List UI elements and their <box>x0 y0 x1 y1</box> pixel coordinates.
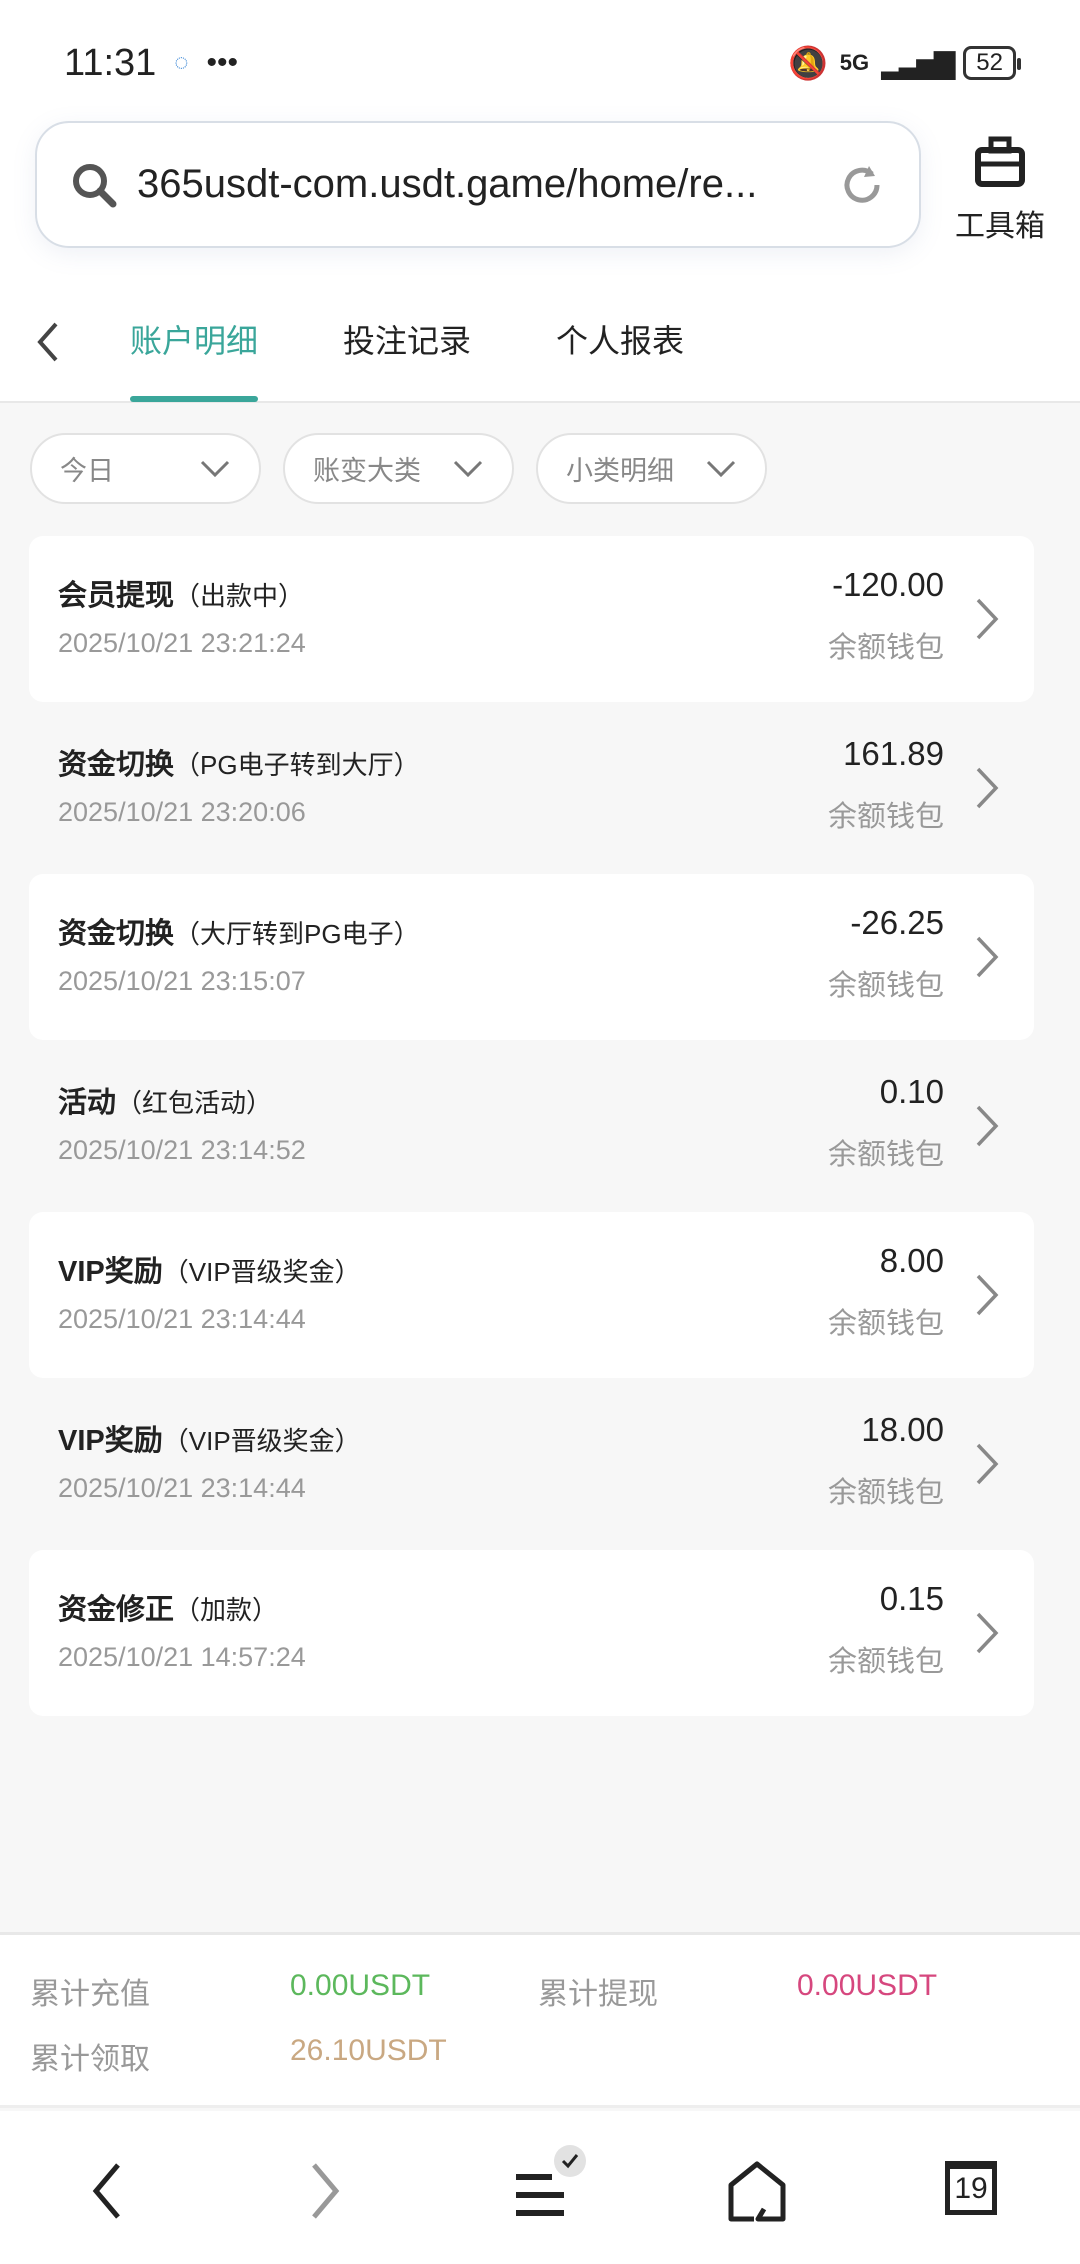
back-icon[interactable] <box>86 2161 126 2221</box>
record-title: 活动（红包活动） <box>58 1079 272 1121</box>
record-wallet: 余额钱包 <box>827 632 944 664</box>
record-title: 资金切换（大厅转到PG电子） <box>58 910 420 952</box>
record-title: 资金修正（加款） <box>58 1586 278 1628</box>
filter-subcategory-value: 小类明细 <box>566 456 674 486</box>
address-bar[interactable]: 365usdt-com.usdt.game/home/re... <box>35 121 921 248</box>
tab-account-details[interactable]: 账户明细 <box>130 316 259 402</box>
record-title: 会员提现（出款中） <box>58 572 304 614</box>
record-title: VIP奖励（VIP晋级奖金） <box>58 1248 361 1290</box>
forward-icon[interactable] <box>306 2161 346 2221</box>
mute-icon: 🔕 <box>787 45 828 81</box>
menu-icon[interactable] <box>510 2143 590 2223</box>
record-title: 资金切换（PG电子转到大厅） <box>58 741 420 783</box>
tabs-count-button[interactable]: 19 <box>945 2161 997 2215</box>
toolbox-label: 工具箱 <box>955 210 1045 243</box>
chevron-down-icon <box>706 460 736 477</box>
chevron-right-icon <box>976 1443 999 1485</box>
chevron-right-icon <box>976 1612 999 1654</box>
record-date: 2025/10/21 23:14:44 <box>58 1473 306 1503</box>
filter-subcategory[interactable]: 小类明细 <box>536 433 767 504</box>
chevron-right-icon <box>976 1105 999 1147</box>
record-wallet: 余额钱包 <box>827 970 944 1002</box>
search-icon <box>73 163 117 207</box>
header: 11:31 ◌ ••• 🔕 5G ▂▃▅▇ 52 365usdt-com.usd… <box>0 0 1080 403</box>
network-label: 5G <box>839 50 870 75</box>
record-item[interactable]: VIP奖励（VIP晋级奖金） 2025/10/21 23:14:44 18.00… <box>29 1381 1034 1547</box>
toolbox-icon <box>975 136 1025 187</box>
battery-indicator: 52 <box>963 46 1021 80</box>
record-item[interactable]: 活动（红包活动） 2025/10/21 23:14:52 0.10 余额钱包 <box>29 1043 1034 1209</box>
record-type: 资金切换 <box>58 749 175 781</box>
tab-bar: 账户明细 投注记录 个人报表 <box>0 300 1080 403</box>
back-icon[interactable] <box>32 320 62 364</box>
claimed-label: 累计领取 <box>30 2043 150 2076</box>
chevron-right-icon <box>976 767 999 809</box>
record-amount: 0.10 <box>879 1073 944 1110</box>
status-time: 11:31 <box>64 41 157 84</box>
tab-bet-records[interactable]: 投注记录 <box>343 323 472 359</box>
record-wallet: 余额钱包 <box>827 1139 944 1171</box>
record-detail: （VIP晋级奖金） <box>162 1257 361 1287</box>
withdraw-label: 累计提现 <box>538 1978 658 2011</box>
signal-icon: ▂▃▅▇ <box>881 47 955 79</box>
toolbox-button[interactable]: 工具箱 <box>950 135 1050 245</box>
record-detail: （加款） <box>174 1595 279 1625</box>
chevron-right-icon <box>976 1274 999 1316</box>
bottom-navigation: 19 <box>0 2111 1080 2264</box>
record-date: 2025/10/21 23:14:44 <box>58 1304 306 1334</box>
chevron-down-icon <box>200 460 230 477</box>
url-text[interactable]: 365usdt-com.usdt.game/home/re... <box>137 162 758 206</box>
record-item[interactable]: 资金修正（加款） 2025/10/21 14:57:24 0.15 余额钱包 <box>29 1550 1034 1716</box>
record-amount: 8.00 <box>879 1242 944 1279</box>
record-type: VIP奖励 <box>58 1425 163 1457</box>
filter-category-value: 账变大类 <box>313 456 421 486</box>
record-date: 2025/10/21 23:21:24 <box>58 628 306 658</box>
deposit-label: 累计充值 <box>30 1978 150 2011</box>
record-detail: （VIP晋级奖金） <box>162 1426 361 1456</box>
chevron-right-icon <box>976 936 999 978</box>
record-type: 活动 <box>58 1087 117 1119</box>
chat-icon: ◌ <box>174 49 189 76</box>
record-amount: 18.00 <box>861 1411 944 1448</box>
record-detail: （大厅转到PG电子） <box>174 919 420 949</box>
record-wallet: 余额钱包 <box>827 1477 944 1509</box>
record-type: 资金修正 <box>58 1594 175 1626</box>
deposit-value: 0.00USDT <box>290 1969 431 2002</box>
record-amount: -26.25 <box>850 904 944 941</box>
status-bar: 11:31 ◌ ••• 🔕 5G ▂▃▅▇ 52 <box>64 40 1021 86</box>
record-amount: 161.89 <box>843 735 944 772</box>
reload-icon[interactable] <box>839 162 885 208</box>
record-item[interactable]: 资金切换（PG电子转到大厅） 2025/10/21 23:20:06 161.8… <box>29 705 1034 871</box>
record-type: 会员提现 <box>58 580 175 612</box>
record-date: 2025/10/21 23:20:06 <box>58 797 306 827</box>
record-detail: （PG电子转到大厅） <box>174 750 420 780</box>
record-item[interactable]: VIP奖励（VIP晋级奖金） 2025/10/21 23:14:44 8.00 … <box>29 1212 1034 1378</box>
record-title: VIP奖励（VIP晋级奖金） <box>58 1417 361 1459</box>
summary-panel: 累计充值 0.00USDT 累计提现 0.00USDT 累计领取 26.10US… <box>0 1932 1080 2108</box>
more-icon: ••• <box>206 46 239 79</box>
chevron-down-icon <box>453 460 483 477</box>
record-type: 资金切换 <box>58 918 175 950</box>
tab-personal-report[interactable]: 个人报表 <box>556 323 685 359</box>
claimed-value: 26.10USDT <box>290 2034 447 2067</box>
record-date: 2025/10/21 23:14:52 <box>58 1135 306 1165</box>
record-date: 2025/10/21 14:57:24 <box>58 1642 306 1672</box>
filter-category[interactable]: 账变大类 <box>283 433 514 504</box>
record-date: 2025/10/21 23:15:07 <box>58 966 306 996</box>
record-type: VIP奖励 <box>58 1256 163 1288</box>
record-wallet: 余额钱包 <box>827 801 944 833</box>
record-amount: -120.00 <box>832 566 944 603</box>
record-amount: 0.15 <box>879 1580 944 1617</box>
record-detail: （出款中） <box>174 581 305 611</box>
record-item[interactable]: 资金切换（大厅转到PG电子） 2025/10/21 23:15:07 -26.2… <box>29 874 1034 1040</box>
record-detail: （红包活动） <box>116 1088 273 1118</box>
home-icon[interactable] <box>726 2161 788 2223</box>
withdraw-value: 0.00USDT <box>797 1969 938 2002</box>
filter-date-value: 今日 <box>60 456 114 486</box>
record-item[interactable]: 会员提现（出款中） 2025/10/21 23:21:24 -120.00 余额… <box>29 536 1034 702</box>
record-wallet: 余额钱包 <box>827 1646 944 1678</box>
filter-date[interactable]: 今日 <box>30 433 261 504</box>
record-wallet: 余额钱包 <box>827 1308 944 1340</box>
chevron-right-icon <box>976 598 999 640</box>
